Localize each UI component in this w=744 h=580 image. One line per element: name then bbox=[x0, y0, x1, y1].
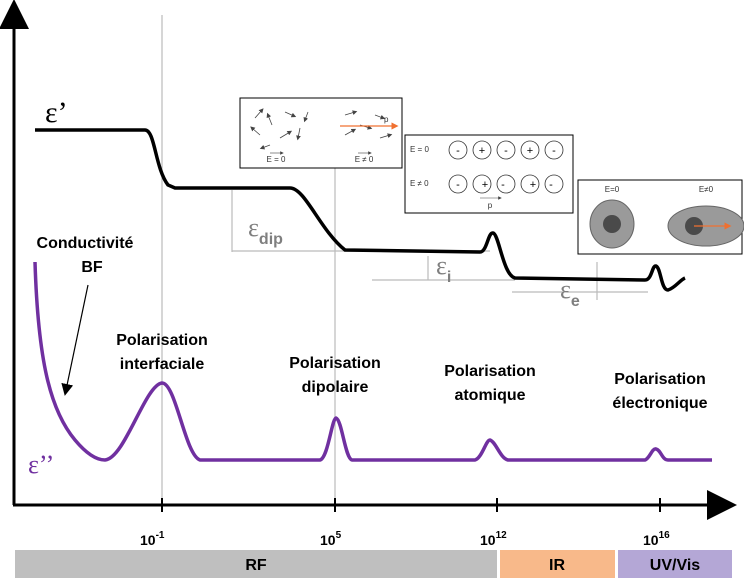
real-label: ε’ bbox=[45, 96, 68, 129]
band bbox=[500, 550, 615, 578]
inset-atomic: E = 0 E ≠ 0 - + - + - - + - + - p bbox=[404, 134, 574, 214]
band bbox=[15, 550, 497, 578]
inset-text: E=0 bbox=[605, 185, 620, 194]
band-label: RF bbox=[245, 557, 267, 574]
charge: + bbox=[527, 145, 533, 157]
charge: + bbox=[530, 179, 536, 191]
x-tick-label: 1016 bbox=[643, 530, 670, 548]
pointer-arrow bbox=[61, 284, 89, 396]
step-label: εe bbox=[560, 275, 580, 310]
step-label: εi bbox=[436, 251, 451, 286]
charge: + bbox=[479, 145, 485, 157]
peak-label: Polarisation atomique bbox=[444, 363, 536, 404]
peak-label: Polarisation dipolaire bbox=[289, 355, 381, 396]
band-label: UV/Vis bbox=[650, 557, 701, 574]
band bbox=[618, 550, 732, 578]
band-label: IR bbox=[549, 557, 565, 574]
charge: - bbox=[549, 179, 553, 191]
step-label: εdip bbox=[248, 213, 283, 248]
tick-marks bbox=[161, 498, 661, 512]
charge: + bbox=[482, 179, 488, 191]
conductivity-label: Conductivité BF bbox=[37, 235, 134, 276]
inset-electronic: E=0 E≠0 bbox=[577, 179, 744, 255]
inset-dipolar: E = 0 E ≠ 0 p bbox=[239, 97, 403, 169]
imag-label: ε’’ bbox=[28, 450, 54, 479]
charge: - bbox=[456, 179, 460, 191]
x-tick-label: 1012 bbox=[480, 530, 507, 548]
charge: - bbox=[504, 145, 508, 157]
inset-text: p bbox=[488, 201, 493, 210]
inset-text: p bbox=[384, 115, 389, 124]
inset-text: E≠0 bbox=[699, 185, 714, 194]
x-tick-labels: 10-1 105 1012 1016 bbox=[140, 530, 670, 548]
inset-text: E = 0 bbox=[267, 155, 286, 164]
x-tick-label: 10-1 bbox=[140, 530, 165, 548]
inset-text: E ≠ 0 bbox=[410, 179, 429, 188]
inset-text: E ≠ 0 bbox=[355, 155, 374, 164]
charge: - bbox=[552, 145, 556, 157]
guides bbox=[161, 15, 648, 505]
peak-label: Polarisation interfaciale bbox=[116, 332, 208, 373]
peak-label: Polarisation électronique bbox=[612, 371, 707, 412]
x-tick-label: 105 bbox=[320, 530, 342, 548]
real-curve bbox=[35, 128, 686, 292]
charge: - bbox=[501, 179, 505, 191]
inset-text: E = 0 bbox=[410, 145, 429, 154]
imag-curve bbox=[33, 261, 712, 462]
charge: - bbox=[456, 145, 460, 157]
